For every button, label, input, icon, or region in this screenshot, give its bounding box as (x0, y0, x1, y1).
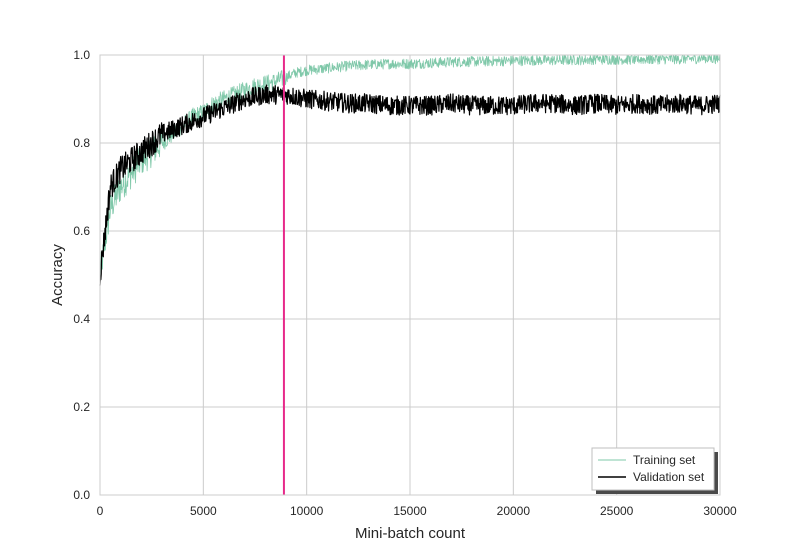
x-tick-label: 0 (97, 504, 104, 518)
plot-frame (99, 54, 721, 496)
x-tick-label: 20000 (497, 504, 531, 518)
legend-box (591, 447, 715, 491)
y-tick-label: 1.0 (73, 48, 90, 62)
series-line-validation (99, 84, 721, 286)
x-axis-label: Mini-batch count (355, 525, 466, 542)
y-axis-label: Accuracy (49, 244, 66, 306)
series-layer (99, 54, 721, 286)
x-tick-label: 25000 (600, 504, 634, 518)
legend-label-validation: Validation set (633, 470, 705, 484)
legend-label-training: Training set (633, 453, 696, 467)
y-tick-label: 0.2 (73, 400, 90, 414)
series-line-training (99, 54, 721, 279)
legend: Training set Validation set (591, 447, 718, 494)
x-tick-label: 10000 (290, 504, 324, 518)
x-tick-label: 5000 (190, 504, 217, 518)
y-tick-label: 0.0 (73, 488, 90, 502)
y-tick-label: 0.6 (73, 224, 90, 238)
y-tick-label: 0.4 (73, 312, 90, 326)
tick-labels: 0 5000 10000 15000 20000 25000 30000 0.0 0.2 0.4 0… (73, 48, 737, 518)
x-tick-label: 15000 (393, 504, 427, 518)
y-tick-label: 0.8 (73, 136, 90, 150)
x-tick-label: 30000 (703, 504, 737, 518)
